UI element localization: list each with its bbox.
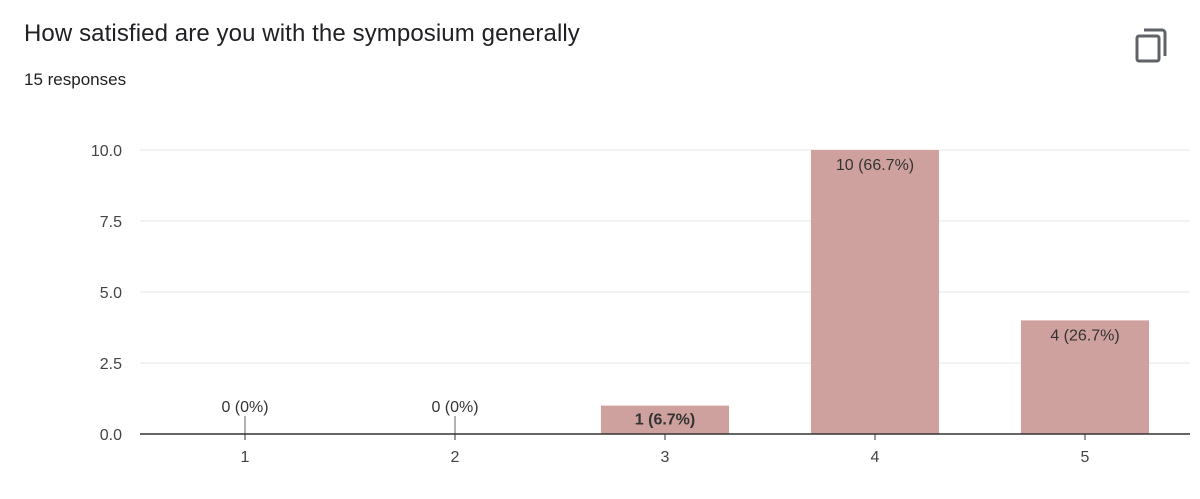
x-tick-label: 1	[241, 449, 250, 466]
bar[interactable]	[810, 150, 940, 434]
data-label: 4 (26.7%)	[1050, 327, 1119, 344]
copy-chart-button[interactable]	[1130, 22, 1170, 66]
y-tick-label: 0.0	[100, 427, 122, 444]
response-count: 15 responses	[24, 70, 127, 89]
copy-icon	[1135, 28, 1167, 63]
bar[interactable]	[1020, 320, 1150, 434]
data-label: 1 (6.7%)	[635, 412, 695, 429]
x-tick-label: 5	[1081, 449, 1090, 466]
y-tick-label: 2.5	[100, 356, 122, 373]
gridlines	[140, 149, 1190, 364]
data-label: 0 (0%)	[431, 399, 478, 416]
x-tick-label: 4	[871, 449, 880, 466]
axes	[140, 433, 1190, 440]
data-label: 0 (0%)	[221, 399, 268, 416]
data-label: 10 (66.7%)	[836, 157, 914, 174]
bars	[244, 150, 1150, 434]
x-tick-label: 2	[451, 449, 460, 466]
y-tick-label: 5.0	[100, 285, 122, 302]
y-tick-label: 10.0	[91, 143, 122, 160]
bar[interactable]	[600, 405, 730, 434]
y-tick-label: 7.5	[100, 214, 122, 231]
chart-title: How satisfied are you with the symposium…	[24, 20, 580, 47]
x-tick-label: 3	[661, 449, 670, 466]
labels: 0.0 2.5 5.0 7.5 10.0 0 (0%) 1 0 (0%) 2 1 (6.7%) 3 1…	[91, 143, 1120, 466]
